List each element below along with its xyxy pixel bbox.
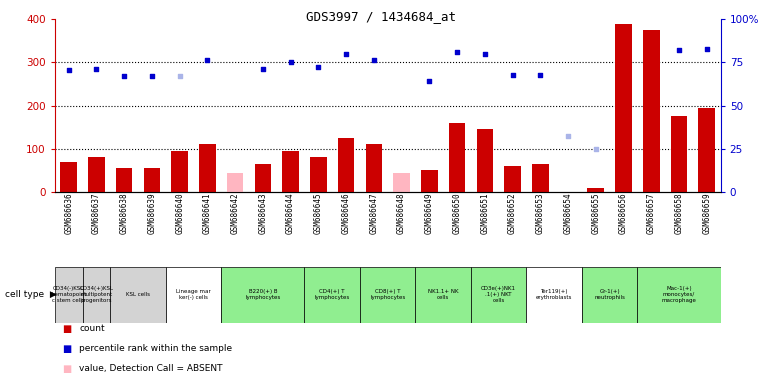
Bar <box>505 166 521 192</box>
Text: GSM686640: GSM686640 <box>175 192 184 233</box>
Bar <box>532 164 549 192</box>
Point <box>256 66 269 72</box>
Text: GSM686645: GSM686645 <box>314 192 323 233</box>
Text: GSM686641: GSM686641 <box>203 192 212 233</box>
Point <box>423 78 435 84</box>
Bar <box>393 172 410 192</box>
Point <box>62 67 75 73</box>
Bar <box>471 267 527 323</box>
Bar <box>699 108 715 192</box>
Text: B220(+) B
lymphocytes: B220(+) B lymphocytes <box>245 289 281 300</box>
Bar <box>116 168 132 192</box>
Bar <box>476 129 493 192</box>
Text: GDS3997 / 1434684_at: GDS3997 / 1434684_at <box>305 10 456 23</box>
Text: GSM686643: GSM686643 <box>259 192 267 233</box>
Text: percentile rank within the sample: percentile rank within the sample <box>79 344 232 353</box>
Text: KSL cells: KSL cells <box>126 292 150 297</box>
Text: Ter119(+)
erythroblasts: Ter119(+) erythroblasts <box>536 289 572 300</box>
Point <box>451 48 463 55</box>
Text: Gr-1(+)
neutrophils: Gr-1(+) neutrophils <box>594 289 625 300</box>
Text: ■: ■ <box>62 344 72 354</box>
Bar <box>88 157 105 192</box>
Bar <box>643 30 660 192</box>
Bar <box>421 170 438 192</box>
Point <box>590 146 602 152</box>
Bar <box>144 168 161 192</box>
Text: Lineage mar
ker(-) cells: Lineage mar ker(-) cells <box>176 289 211 300</box>
Bar <box>527 267 582 323</box>
Bar <box>365 144 382 192</box>
Text: GSM686650: GSM686650 <box>453 192 462 233</box>
Text: CD34(+)KSL
multipotent
progenitors: CD34(+)KSL multipotent progenitors <box>79 286 113 303</box>
Point <box>118 73 130 79</box>
Text: GSM686654: GSM686654 <box>564 192 572 233</box>
Bar <box>60 162 77 192</box>
Bar <box>166 267 221 323</box>
Bar <box>221 267 304 323</box>
Bar <box>82 267 110 323</box>
Text: GSM686636: GSM686636 <box>64 192 73 233</box>
Text: CD3e(+)NK1
.1(+) NKT
cells: CD3e(+)NK1 .1(+) NKT cells <box>481 286 516 303</box>
Bar <box>615 23 632 192</box>
Point <box>368 57 380 63</box>
Text: GSM686637: GSM686637 <box>92 192 101 233</box>
Point <box>340 51 352 57</box>
Text: GSM686644: GSM686644 <box>286 192 295 233</box>
Bar <box>670 116 687 192</box>
Text: value, Detection Call = ABSENT: value, Detection Call = ABSENT <box>79 364 223 373</box>
Bar <box>55 267 82 323</box>
Bar <box>638 267 721 323</box>
Bar <box>171 151 188 192</box>
Text: Mac-1(+)
monocytes/
macrophage: Mac-1(+) monocytes/ macrophage <box>661 286 696 303</box>
Text: GSM686639: GSM686639 <box>148 192 157 233</box>
Text: GSM686659: GSM686659 <box>702 192 712 233</box>
Point <box>534 72 546 78</box>
Text: GSM686655: GSM686655 <box>591 192 600 233</box>
Point <box>507 72 519 78</box>
Text: CD4(+) T
lymphocytes: CD4(+) T lymphocytes <box>314 289 350 300</box>
Point <box>479 51 491 57</box>
Text: ■: ■ <box>62 364 72 374</box>
Point <box>673 47 685 53</box>
Text: ■: ■ <box>62 324 72 334</box>
Bar <box>310 157 326 192</box>
Text: GSM686658: GSM686658 <box>674 192 683 233</box>
Text: GSM686648: GSM686648 <box>397 192 406 233</box>
Point <box>91 66 103 72</box>
Text: CD34(-)KSL
hematopoiet
c stem cells: CD34(-)KSL hematopoiet c stem cells <box>51 286 86 303</box>
Point <box>701 46 713 52</box>
Text: GSM686657: GSM686657 <box>647 192 656 233</box>
Point <box>285 60 297 66</box>
Bar <box>227 172 244 192</box>
Text: GSM686638: GSM686638 <box>119 192 129 233</box>
Text: GSM686646: GSM686646 <box>342 192 351 233</box>
Point <box>312 64 324 70</box>
Text: CD8(+) T
lymphocytes: CD8(+) T lymphocytes <box>370 289 406 300</box>
Bar <box>360 267 416 323</box>
Text: count: count <box>79 324 105 333</box>
Bar <box>254 164 271 192</box>
Point <box>202 57 214 63</box>
Point <box>562 133 574 139</box>
Bar <box>338 138 355 192</box>
Text: cell type  ▶: cell type ▶ <box>5 290 57 299</box>
Bar <box>110 267 166 323</box>
Text: GSM686651: GSM686651 <box>480 192 489 233</box>
Bar <box>282 151 299 192</box>
Bar <box>416 267 471 323</box>
Bar <box>304 267 360 323</box>
Bar <box>199 144 215 192</box>
Text: GSM686652: GSM686652 <box>508 192 517 233</box>
Bar <box>582 267 638 323</box>
Bar <box>587 188 604 192</box>
Text: GSM686647: GSM686647 <box>369 192 378 233</box>
Point <box>174 73 186 79</box>
Text: GSM686656: GSM686656 <box>619 192 628 233</box>
Point <box>146 73 158 79</box>
Text: NK1.1+ NK
cells: NK1.1+ NK cells <box>428 289 458 300</box>
Text: GSM686642: GSM686642 <box>231 192 240 233</box>
Text: GSM686649: GSM686649 <box>425 192 434 233</box>
Bar <box>449 123 466 192</box>
Text: GSM686653: GSM686653 <box>536 192 545 233</box>
